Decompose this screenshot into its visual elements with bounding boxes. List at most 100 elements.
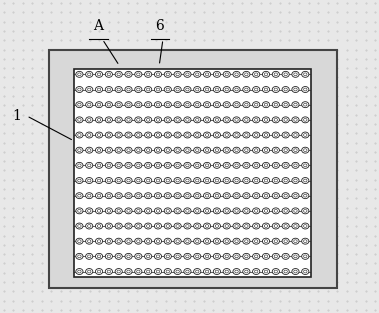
Circle shape (136, 225, 140, 228)
Circle shape (233, 71, 240, 77)
Circle shape (117, 73, 121, 76)
Circle shape (166, 164, 169, 167)
Circle shape (88, 225, 91, 228)
Circle shape (146, 240, 150, 243)
Circle shape (194, 269, 201, 275)
Circle shape (262, 162, 269, 168)
Circle shape (245, 88, 248, 91)
Circle shape (194, 193, 201, 199)
Circle shape (215, 179, 219, 182)
Circle shape (264, 179, 268, 182)
Circle shape (274, 270, 277, 273)
Circle shape (176, 225, 179, 228)
Circle shape (97, 255, 101, 258)
Circle shape (292, 177, 299, 183)
Circle shape (107, 103, 111, 106)
Circle shape (205, 103, 209, 106)
Circle shape (304, 88, 307, 91)
Circle shape (164, 269, 171, 275)
Circle shape (292, 102, 299, 108)
Circle shape (245, 194, 248, 197)
Circle shape (146, 118, 150, 121)
Circle shape (164, 238, 171, 244)
Circle shape (125, 223, 132, 229)
Circle shape (215, 73, 219, 76)
Circle shape (205, 194, 209, 197)
Circle shape (302, 269, 309, 275)
Circle shape (235, 134, 238, 136)
Circle shape (164, 147, 171, 153)
Circle shape (223, 269, 230, 275)
Text: 1: 1 (13, 109, 22, 123)
Circle shape (294, 73, 297, 76)
Circle shape (264, 103, 268, 106)
Circle shape (97, 209, 101, 212)
Circle shape (204, 177, 211, 183)
Circle shape (215, 134, 219, 136)
Circle shape (284, 209, 287, 212)
Circle shape (136, 164, 140, 167)
Circle shape (76, 223, 83, 229)
Circle shape (262, 132, 269, 138)
Circle shape (86, 177, 93, 183)
Circle shape (264, 209, 268, 212)
Circle shape (186, 73, 189, 76)
Circle shape (78, 270, 81, 273)
Circle shape (125, 147, 132, 153)
Circle shape (105, 254, 113, 259)
Circle shape (78, 118, 81, 121)
Circle shape (146, 73, 150, 76)
Circle shape (176, 194, 179, 197)
Circle shape (186, 149, 189, 151)
Circle shape (252, 102, 260, 108)
Circle shape (76, 177, 83, 183)
Circle shape (282, 102, 289, 108)
Circle shape (166, 118, 169, 121)
Circle shape (215, 118, 219, 121)
Circle shape (117, 270, 121, 273)
Circle shape (78, 255, 81, 258)
Circle shape (96, 162, 103, 168)
Circle shape (262, 147, 269, 153)
Circle shape (262, 71, 269, 77)
Circle shape (156, 209, 160, 212)
Circle shape (154, 86, 161, 92)
Circle shape (105, 162, 113, 168)
Circle shape (144, 223, 152, 229)
Circle shape (184, 254, 191, 259)
Circle shape (233, 269, 240, 275)
Circle shape (204, 71, 211, 77)
Circle shape (186, 134, 189, 136)
Circle shape (245, 255, 248, 258)
Circle shape (264, 88, 268, 91)
Circle shape (282, 193, 289, 199)
Circle shape (115, 193, 122, 199)
Circle shape (174, 238, 181, 244)
Circle shape (252, 162, 260, 168)
Circle shape (235, 240, 238, 243)
Circle shape (223, 132, 230, 138)
Circle shape (213, 238, 221, 244)
Circle shape (196, 149, 199, 151)
Circle shape (144, 147, 152, 153)
Circle shape (274, 225, 277, 228)
Circle shape (174, 71, 181, 77)
Circle shape (235, 225, 238, 228)
Circle shape (174, 208, 181, 214)
Circle shape (78, 73, 81, 76)
Circle shape (196, 270, 199, 273)
Circle shape (176, 88, 179, 91)
Circle shape (127, 149, 130, 151)
Circle shape (213, 269, 221, 275)
Circle shape (86, 86, 93, 92)
Circle shape (245, 103, 248, 106)
Circle shape (272, 102, 279, 108)
Circle shape (254, 118, 258, 121)
Circle shape (304, 179, 307, 182)
Circle shape (284, 134, 287, 136)
Circle shape (194, 102, 201, 108)
Circle shape (115, 132, 122, 138)
Circle shape (223, 71, 230, 77)
Circle shape (233, 147, 240, 153)
Circle shape (282, 71, 289, 77)
